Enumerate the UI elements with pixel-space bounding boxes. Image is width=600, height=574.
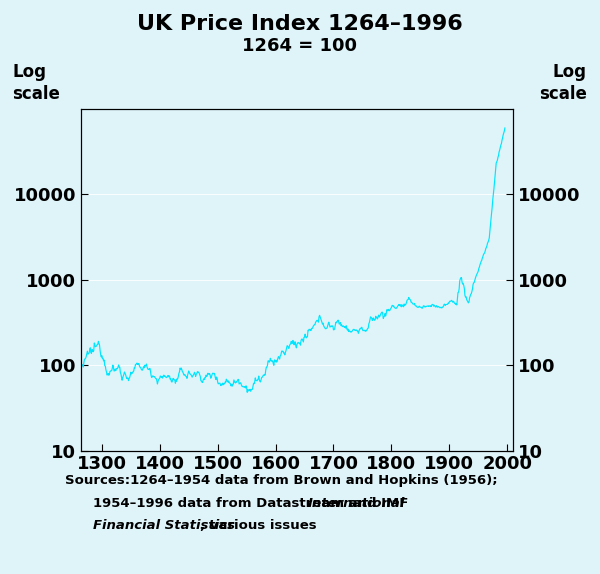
Text: International: International [308,497,405,510]
Text: Log
scale: Log scale [12,63,60,103]
Text: Financial Statistics: Financial Statistics [93,519,235,533]
Text: Sources:1264–1954 data from Brown and Hopkins (1956);: Sources:1264–1954 data from Brown and Ho… [65,474,497,487]
Text: 1954–1996 data from Datastream and IMF: 1954–1996 data from Datastream and IMF [93,497,413,510]
Text: 1264 = 100: 1264 = 100 [242,37,358,55]
Text: Log
scale: Log scale [539,63,587,103]
Text: , various issues: , various issues [200,519,316,533]
Text: UK Price Index 1264–1996: UK Price Index 1264–1996 [137,14,463,34]
